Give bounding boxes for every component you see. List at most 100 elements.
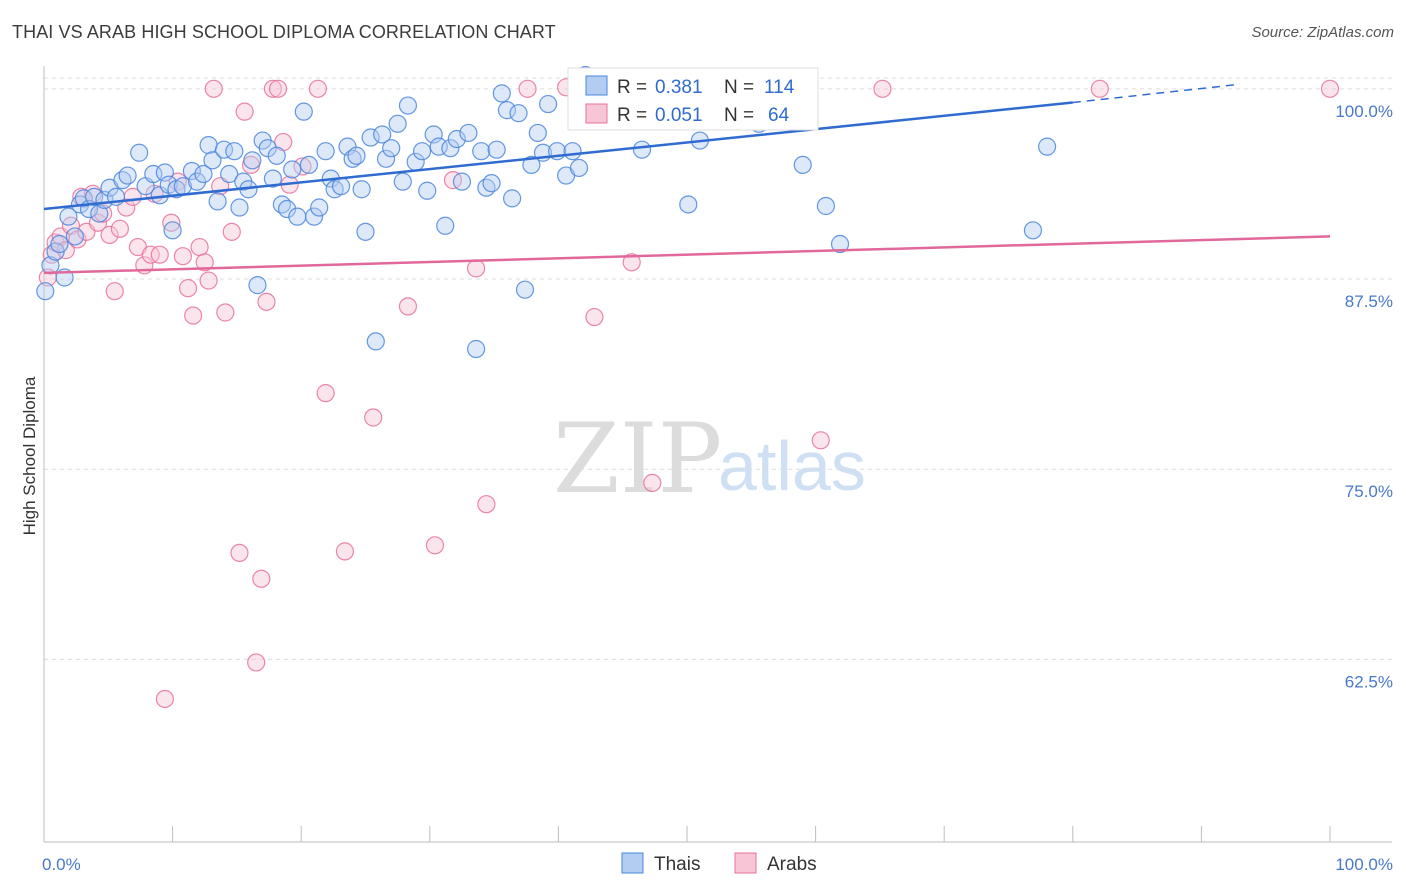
thais-point	[208, 192, 227, 211]
thais-trend-line	[43, 101, 1073, 211]
x-tick-label-max: 100.0%	[1335, 855, 1393, 874]
arabs-point	[247, 653, 266, 672]
thais-point	[85, 187, 104, 206]
thais-point	[347, 146, 366, 165]
arabs-point	[195, 253, 214, 272]
thais-point	[679, 195, 698, 214]
bottom-legend-label-thais: Thais	[654, 854, 700, 875]
thais-point	[830, 234, 850, 254]
thais-point	[267, 146, 286, 165]
arabs-point	[222, 222, 241, 241]
thais-points	[36, 66, 1057, 359]
thais-point	[515, 280, 535, 299]
arabs-point	[398, 297, 418, 316]
thais-point	[50, 234, 69, 254]
trend-lines	[43, 83, 1331, 275]
thais-point	[220, 164, 239, 184]
arabs-point	[199, 271, 218, 290]
thais-point	[452, 172, 472, 191]
chart-title: THAI VS ARAB HIGH SCHOOL DIPLOMA CORRELA…	[12, 22, 556, 42]
arabs-point	[216, 303, 235, 322]
thais-point	[277, 199, 297, 219]
arabs-point	[184, 306, 203, 325]
thais-point	[288, 207, 307, 226]
arabs-point	[230, 543, 249, 563]
thais-point	[418, 181, 437, 200]
thais-point	[118, 166, 137, 185]
thais-point	[393, 172, 412, 191]
thais-point	[816, 196, 835, 216]
thais-point	[522, 155, 541, 175]
thais-point	[163, 221, 182, 240]
arabs-point	[235, 102, 254, 121]
legend-n-label-thais: N =	[724, 77, 754, 98]
arabs-point	[477, 495, 496, 514]
thais-point	[1023, 221, 1043, 240]
arabs-point	[518, 79, 537, 98]
thais-point	[283, 160, 302, 179]
arabs-point	[257, 292, 276, 311]
legend-r-label-thais: R =	[617, 77, 647, 98]
legend-swatch-thais	[585, 75, 608, 96]
axes	[43, 66, 1392, 843]
y-tick-labels: 100.0% 87.5% 75.0% 62.5%	[1335, 102, 1393, 692]
thais-point	[459, 123, 478, 143]
bottom-legend-swatch-arabs	[734, 852, 757, 874]
thais-point	[793, 155, 812, 175]
legend-swatch-arabs	[585, 103, 608, 124]
y-axis-label: High School Diploma	[20, 376, 39, 535]
thais-point	[466, 339, 486, 359]
thais-point	[569, 158, 589, 178]
thais-point	[1037, 137, 1057, 156]
arabs-point	[335, 542, 355, 561]
thais-point	[509, 104, 528, 123]
bottom-legend-label-arabs: Arabs	[767, 854, 817, 875]
watermark-zip: ZIP	[553, 403, 722, 515]
thais-point	[366, 332, 385, 351]
source-label: Source: ZipAtlas.com	[1251, 24, 1394, 41]
thais-point	[492, 84, 511, 103]
arabs-point	[263, 79, 283, 98]
arabs-points	[38, 78, 1340, 709]
arabs-point	[252, 569, 271, 588]
arabs-point	[622, 253, 641, 272]
thais-point	[528, 123, 547, 143]
thais-point	[203, 151, 222, 170]
thais-point	[447, 129, 466, 149]
watermark-atlas: atlas	[718, 427, 866, 505]
arabs-point	[316, 384, 335, 403]
thais-point	[299, 155, 319, 175]
thais-point	[388, 114, 407, 133]
arabs-point	[94, 204, 113, 223]
thais-point	[65, 227, 84, 246]
legend-n-value-thais: 114	[764, 77, 795, 98]
thais-point	[90, 204, 109, 223]
x-tick-label-min: 0.0%	[42, 855, 81, 874]
thais-point	[225, 142, 244, 161]
thais-point	[59, 207, 78, 226]
thais-point	[187, 172, 207, 191]
thais-point	[130, 143, 149, 162]
thais-trend-extension	[1072, 83, 1241, 104]
thais-point	[563, 142, 582, 161]
thais-point	[373, 125, 392, 144]
thais-point	[248, 276, 267, 295]
y-tick-label: 100.0%	[1335, 102, 1393, 121]
thais-point	[497, 101, 517, 120]
arabs-point	[204, 79, 223, 98]
thais-point	[331, 177, 351, 196]
arabs-trend-line	[43, 235, 1331, 275]
arabs-point	[100, 225, 119, 244]
arabs-point	[105, 282, 124, 301]
arabs-point	[1320, 79, 1340, 98]
thais-point	[356, 222, 375, 241]
thais-point	[316, 142, 335, 161]
thais-point	[230, 198, 249, 217]
thais-point	[194, 164, 213, 184]
arabs-point	[443, 171, 463, 190]
thais-point	[263, 169, 283, 188]
arabs-point	[873, 79, 892, 98]
arabs-point	[155, 689, 174, 709]
thais-point	[294, 102, 313, 121]
y-tick-label: 87.5%	[1345, 292, 1393, 311]
